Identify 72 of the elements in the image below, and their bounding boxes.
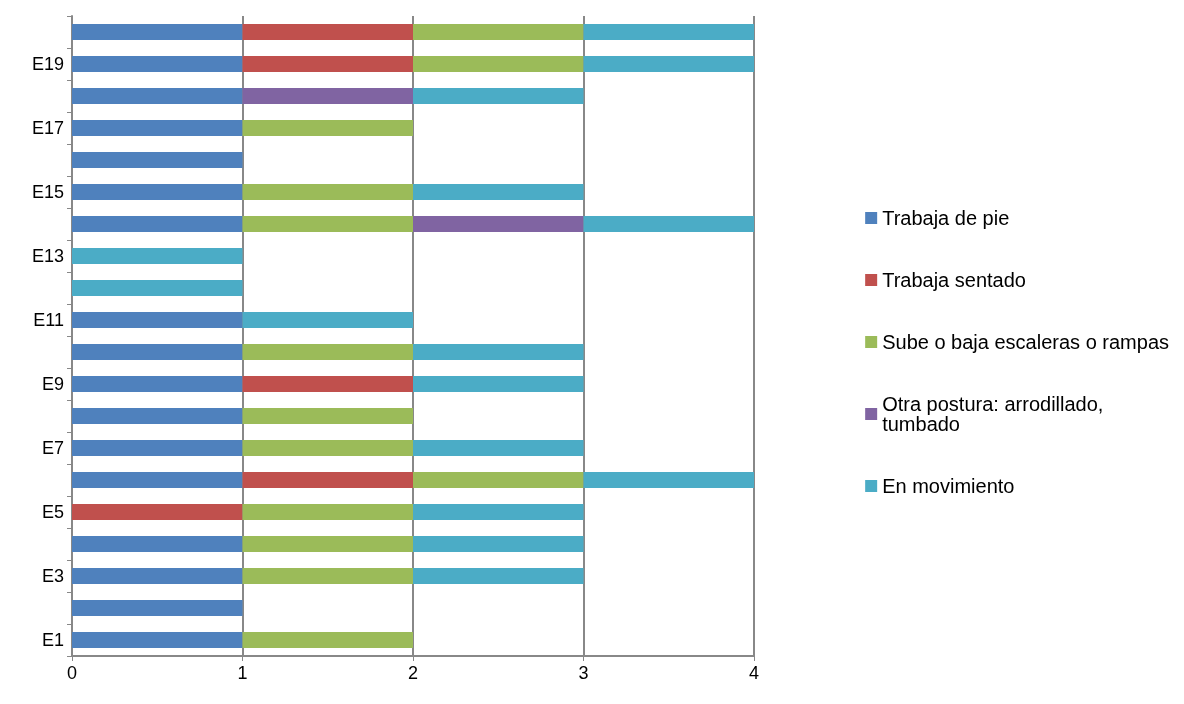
bar [413,504,584,520]
bar [413,88,584,104]
bar [72,120,243,136]
y-tick-label: E7 [41,438,64,458]
bar [72,216,243,232]
bar [242,216,413,232]
y-tick-label: E17 [31,118,64,138]
y-tick-label: E1 [41,630,64,650]
bar [242,632,413,648]
bar [242,120,413,136]
bar [413,216,584,232]
x-tick-label: 4 [748,663,760,683]
bar [72,152,243,168]
bar [72,24,243,40]
legend-label: Otra postura: arrodillado, tumbado [882,393,1109,435]
bar [242,312,413,328]
bar [72,440,243,456]
legend-label: En movimiento [882,475,1015,497]
bar [72,568,243,584]
bar [72,280,243,296]
x-tick-label: 1 [237,663,248,683]
y-tick-label: E3 [41,566,64,586]
bar [72,408,243,424]
bar [72,472,243,488]
bar [413,56,584,72]
bar [72,248,243,264]
bar [72,56,243,72]
y-tick-label: E13 [31,246,64,266]
bar [242,184,413,200]
bar [72,600,243,616]
x-tick-label: 0 [66,663,78,683]
bar [72,88,243,104]
bar [583,56,754,72]
bar [242,376,413,392]
bar [242,24,413,40]
bar [413,440,584,456]
bar [242,56,413,72]
bar [242,536,413,552]
legend-label: Trabaja sentado [882,269,1026,291]
bar [413,344,584,360]
y-tick-label: E9 [41,374,64,394]
bar [242,568,413,584]
bar [72,184,243,200]
bar [583,216,754,232]
bar [72,312,243,328]
x-tick-label: 2 [407,663,419,683]
bar [413,24,584,40]
bar [413,376,584,392]
bar [583,472,754,488]
bar [72,504,243,520]
legend-label: Sube o baja escaleras o rampas [882,331,1170,353]
y-tick-label: E11 [33,310,64,330]
bar [72,536,243,552]
bar [72,344,243,360]
bar [242,472,413,488]
bar [413,472,584,488]
y-tick-label: E5 [41,502,64,522]
bar [72,632,243,648]
bar [242,88,413,104]
bar [242,408,413,424]
bar [413,184,584,200]
x-tick-label: 3 [578,663,589,683]
y-tick-label: E15 [31,182,64,202]
bar [242,440,413,456]
bar [242,344,413,360]
y-tick-label: E19 [31,54,64,74]
bar [242,504,413,520]
bar [72,376,243,392]
legend-label: Trabaja de pie [882,207,1010,229]
bar [583,24,754,40]
bar [413,568,584,584]
bar [413,536,584,552]
